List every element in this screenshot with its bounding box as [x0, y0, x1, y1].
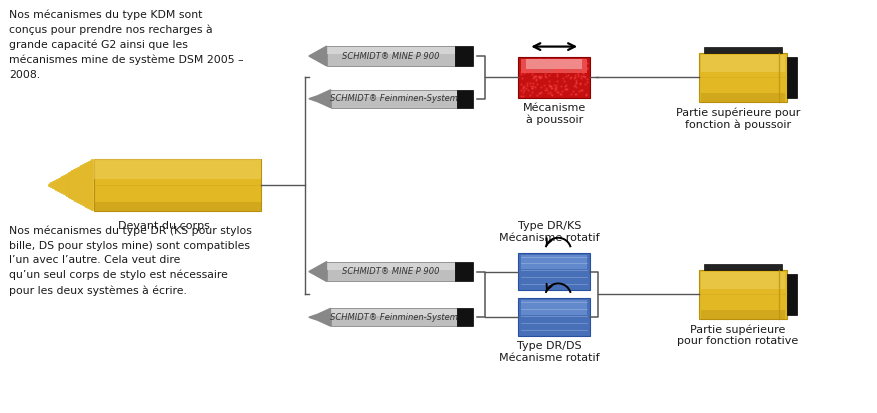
Bar: [455, 46, 473, 66]
Bar: [457, 309, 473, 326]
Text: Partie supérieure
pour fonction rotative: Partie supérieure pour fonction rotative: [677, 324, 799, 347]
Bar: [327, 46, 455, 66]
Bar: [787, 273, 796, 315]
Bar: [455, 261, 473, 282]
Polygon shape: [309, 46, 327, 66]
Text: SCHMIDT® Feinminen-System: SCHMIDT® Feinminen-System: [330, 94, 458, 103]
Text: Nos mécanismes du type DR (KS pour stylos
bille, DS pour stylos mine) sont compa: Nos mécanismes du type DR (KS pour stylo…: [9, 226, 252, 296]
Text: Partie supérieure pour
fonction à poussoir: Partie supérieure pour fonction à pousso…: [676, 107, 800, 130]
Bar: [704, 47, 781, 52]
Text: SCHMIDT® MINE P 900: SCHMIDT® MINE P 900: [342, 52, 439, 61]
Bar: [699, 270, 787, 319]
Bar: [702, 272, 785, 289]
Bar: [526, 59, 582, 69]
Bar: [457, 90, 473, 108]
Text: SCHMIDT® MINE P 900: SCHMIDT® MINE P 900: [342, 267, 439, 276]
Bar: [331, 309, 457, 316]
Bar: [518, 253, 590, 290]
Bar: [95, 159, 261, 211]
Bar: [331, 90, 457, 108]
Bar: [518, 298, 590, 336]
Bar: [522, 59, 587, 73]
Polygon shape: [309, 309, 331, 326]
Bar: [702, 310, 785, 319]
Bar: [331, 309, 457, 326]
Bar: [327, 47, 455, 54]
Bar: [787, 57, 796, 98]
Bar: [518, 57, 590, 98]
Text: Mécanisme
à poussoir: Mécanisme à poussoir: [523, 103, 586, 126]
Text: SCHMIDT® Feinminen-System: SCHMIDT® Feinminen-System: [330, 313, 458, 322]
Bar: [95, 202, 261, 211]
Bar: [95, 159, 261, 179]
Bar: [702, 55, 785, 72]
Text: Devant du corps: Devant du corps: [118, 221, 210, 231]
Bar: [522, 300, 587, 315]
Bar: [702, 93, 785, 102]
Polygon shape: [309, 90, 331, 108]
Polygon shape: [309, 261, 327, 282]
Bar: [522, 255, 587, 269]
Bar: [331, 91, 457, 97]
Bar: [327, 261, 455, 282]
Bar: [699, 52, 787, 102]
Text: Type DR/KS
Mécanisme rotatif: Type DR/KS Mécanisme rotatif: [499, 221, 600, 242]
Text: Type DR/DS
Mécanisme rotatif: Type DR/DS Mécanisme rotatif: [499, 341, 600, 363]
Bar: [704, 263, 781, 270]
Bar: [327, 263, 455, 270]
Text: Nos mécanismes du type KDM sont
conçus pour prendre nos recharges à
grande capac: Nos mécanismes du type KDM sont conçus p…: [9, 9, 244, 80]
